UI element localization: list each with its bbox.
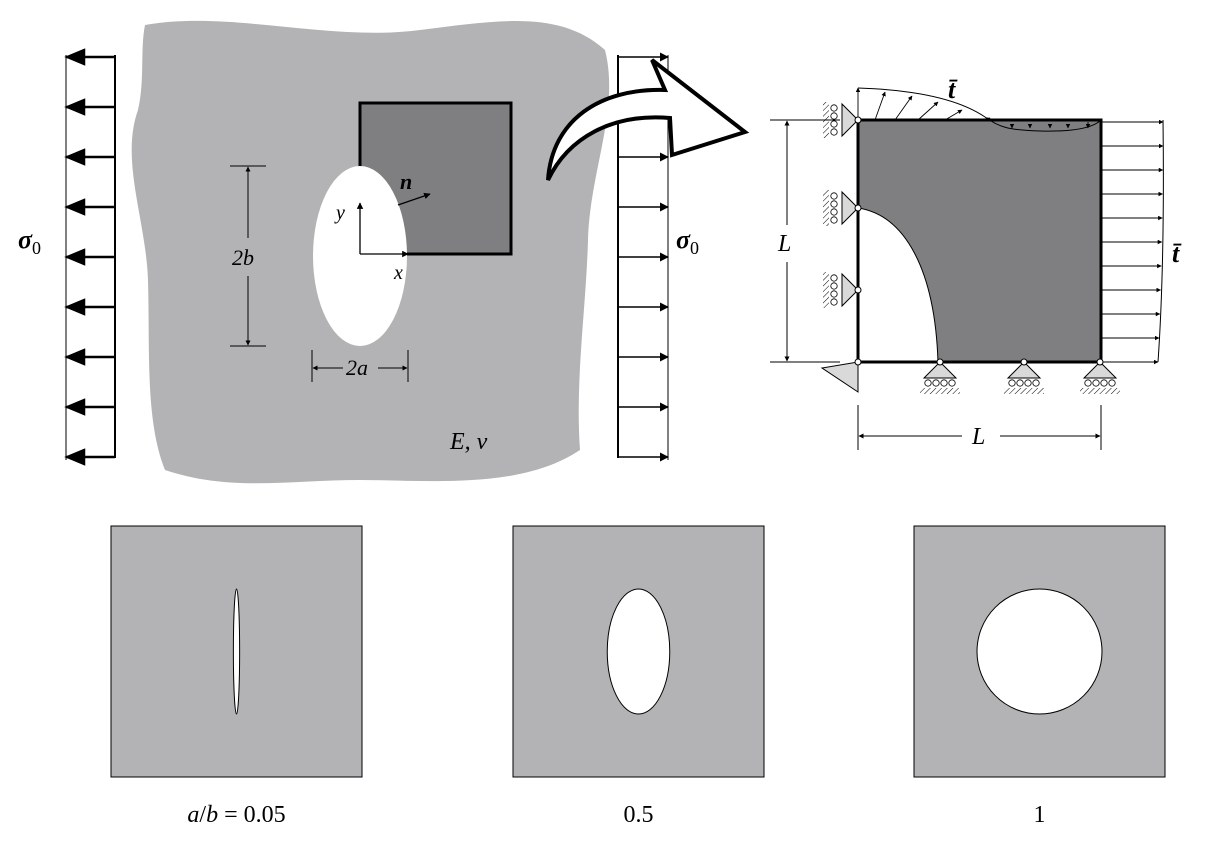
roller-wheel — [924, 379, 932, 387]
caption-part: = 0.05 — [218, 802, 286, 828]
top-traction-arrow — [984, 117, 991, 122]
supports — [820, 102, 1120, 394]
roller-wheel — [830, 298, 838, 306]
roller-wheel — [1024, 379, 1032, 387]
support-pin — [854, 204, 862, 212]
roller-wheel — [1100, 379, 1108, 387]
roller-wheel — [1108, 379, 1116, 387]
normal-label: n — [400, 169, 412, 194]
sigma-left-label: σ0 — [18, 225, 41, 258]
quarter-model: t̄ t̄ L L — [770, 75, 1182, 450]
hole-boundary-curve — [857, 207, 939, 363]
right-traction-curve — [1157, 119, 1164, 363]
axis-x-label: x — [393, 262, 403, 284]
quarter-hole — [858, 208, 938, 362]
axis-y-label: y — [334, 202, 345, 224]
panel-2-hole — [606, 588, 671, 715]
caption-part: / — [199, 802, 206, 828]
roller-wheel — [830, 104, 838, 112]
panel-3-hole — [976, 588, 1103, 715]
fixed-corner-support — [820, 361, 859, 393]
roller-support-left — [841, 272, 859, 308]
aspect-ratio-panels: a/b = 0.05 0.5 1 — [110, 525, 1166, 828]
top-traction-arrows — [855, 87, 1091, 129]
traction-right-label: t̄ — [1172, 239, 1182, 268]
left-load-arrows — [64, 48, 115, 466]
sigma-left-subscript: 0 — [32, 238, 41, 258]
roller-wheel — [932, 379, 940, 387]
panel-2-caption: 0.5 — [624, 802, 654, 828]
roller-ground — [823, 272, 829, 308]
roller-wheel — [830, 120, 838, 128]
roller-wheel — [830, 282, 838, 290]
dim-L-vertical-label: L — [777, 231, 791, 257]
roller-wheel — [940, 379, 948, 387]
roller-wheel — [830, 200, 838, 208]
roller-ground — [1080, 388, 1120, 394]
normal-arrow — [397, 192, 431, 206]
roller-wheel — [1032, 379, 1040, 387]
right-traction-arrows — [1101, 119, 1164, 365]
roller-wheel — [830, 216, 838, 224]
transfer-arrow — [546, 58, 750, 181]
sigma-right-label: σ0 — [676, 225, 699, 258]
dim-2b-label: 2b — [232, 245, 254, 270]
sigma-right-symbol: σ — [676, 225, 691, 254]
roller-wheel — [830, 128, 838, 136]
panel-3-caption: 1 — [1034, 802, 1046, 828]
roller-wheel — [830, 274, 838, 282]
dim-2a-label: 2a — [346, 355, 368, 380]
support-pin — [854, 358, 862, 366]
roller-wheel — [1084, 379, 1092, 387]
caption-part: a — [187, 802, 199, 828]
roller-wheel — [830, 208, 838, 216]
panel-1-caption: a/b = 0.05 — [187, 802, 285, 828]
dim-L-horizontal-label: L — [971, 424, 985, 450]
support-pin — [1096, 358, 1104, 366]
roller-support-left — [841, 190, 859, 226]
roller-ground — [1004, 388, 1044, 394]
top-traction-arrow — [874, 91, 886, 121]
top-traction-arrow — [944, 109, 963, 121]
material-label: E, ν — [449, 429, 488, 455]
roller-support-bottom — [1082, 361, 1118, 379]
top-traction-arrow — [917, 101, 939, 121]
panel-1-hole — [232, 588, 241, 715]
elliptical-hole — [313, 166, 407, 346]
caption-part: b — [206, 802, 218, 828]
roller-support-bottom — [1006, 361, 1042, 379]
plate-group: x y n 2b 2a E, ν — [131, 20, 610, 484]
roller-wheel — [830, 290, 838, 298]
sigma-right-subscript: 0 — [690, 238, 699, 258]
sigma-left-symbol: σ — [18, 225, 33, 254]
roller-ground — [823, 102, 829, 138]
support-pin — [1020, 358, 1028, 366]
roller-wheel — [830, 112, 838, 120]
roller-wheel — [948, 379, 956, 387]
top-traction-arrow — [894, 95, 913, 121]
support-pin — [854, 286, 862, 294]
roller-support-left — [841, 102, 859, 138]
roller-wheel — [1008, 379, 1016, 387]
roller-support-bottom — [922, 361, 958, 379]
roller-wheel — [1016, 379, 1024, 387]
roller-wheel — [830, 192, 838, 200]
support-pin — [854, 116, 862, 124]
support-pin — [936, 358, 944, 366]
traction-top-label: t̄ — [948, 75, 958, 104]
roller-ground — [920, 388, 960, 394]
left-load: σ0 — [18, 48, 116, 466]
top-traction-curve — [857, 87, 1102, 132]
roller-ground — [823, 190, 829, 226]
roller-wheel — [1092, 379, 1100, 387]
